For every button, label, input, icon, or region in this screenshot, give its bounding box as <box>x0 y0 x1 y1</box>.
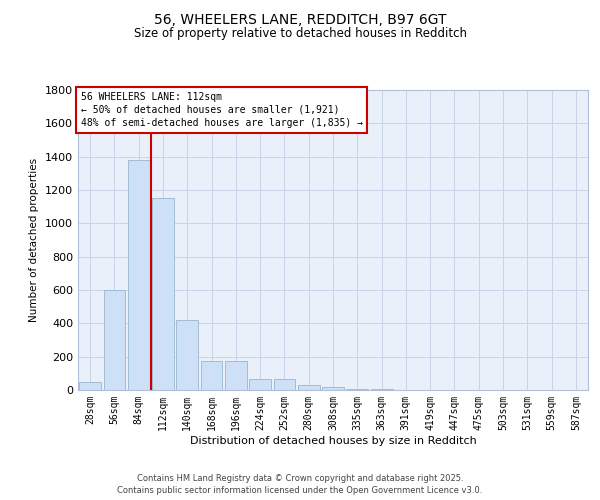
Text: Size of property relative to detached houses in Redditch: Size of property relative to detached ho… <box>133 28 467 40</box>
Bar <box>322 386 344 390</box>
Bar <box>371 389 392 390</box>
Bar <box>176 320 198 390</box>
X-axis label: Distribution of detached houses by size in Redditch: Distribution of detached houses by size … <box>190 436 476 446</box>
Bar <box>200 361 223 390</box>
Bar <box>104 290 125 390</box>
Bar <box>346 389 368 390</box>
Text: Contains HM Land Registry data © Crown copyright and database right 2025.
Contai: Contains HM Land Registry data © Crown c… <box>118 474 482 495</box>
Bar <box>79 382 101 390</box>
Bar <box>298 385 320 390</box>
Text: 56 WHEELERS LANE: 112sqm
← 50% of detached houses are smaller (1,921)
48% of sem: 56 WHEELERS LANE: 112sqm ← 50% of detach… <box>80 92 362 128</box>
Text: 56, WHEELERS LANE, REDDITCH, B97 6GT: 56, WHEELERS LANE, REDDITCH, B97 6GT <box>154 12 446 26</box>
Bar <box>274 379 295 390</box>
Bar <box>249 379 271 390</box>
Bar <box>128 160 149 390</box>
Bar <box>152 198 174 390</box>
Y-axis label: Number of detached properties: Number of detached properties <box>29 158 40 322</box>
Bar <box>225 361 247 390</box>
